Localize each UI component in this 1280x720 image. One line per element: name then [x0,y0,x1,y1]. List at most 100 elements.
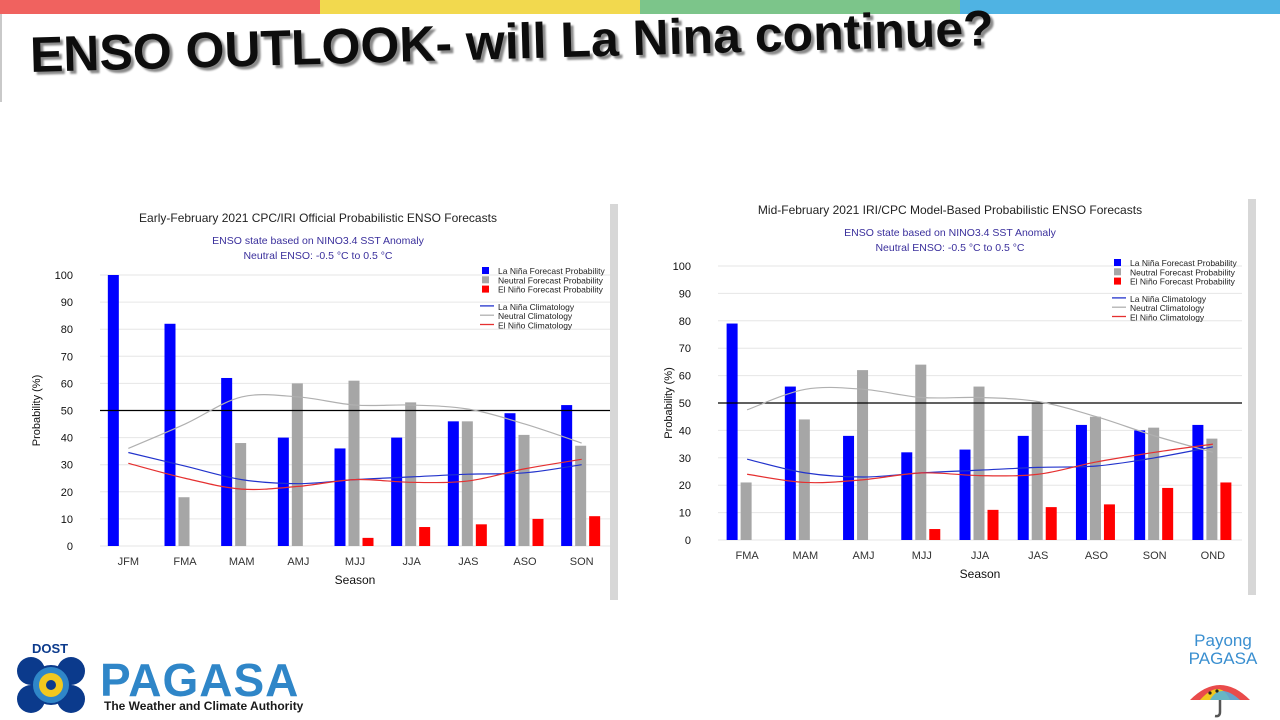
bar [1148,427,1160,540]
bar [1206,438,1218,540]
bar [1162,487,1174,540]
chart-scrollbar-gutter [1248,199,1256,595]
bar [561,405,573,546]
y-tick-label: 20 [61,487,73,499]
chart-title: Mid-February 2021 IRI/CPC Model-Based Pr… [758,203,1142,217]
legend-swatch [482,276,489,284]
bar [1075,424,1087,540]
y-axis-label: Probability (%) [31,375,43,447]
x-tick-label: FMA [173,556,197,568]
bar [973,386,985,540]
top-bar-segment-red [0,0,320,14]
pagasa-emblem-icon [17,657,85,713]
x-axis-label: Season [335,573,376,587]
dost-label: DOST [32,641,69,656]
bar [362,537,374,546]
x-tick-label: MAM [229,556,255,568]
x-tick-label: JJA [402,556,421,568]
bar [843,435,855,540]
pagasa-tagline: The Weather and Climate Authority [104,699,304,713]
legend-swatch [482,267,489,274]
climatology-line [747,443,1213,484]
y-tick-label: 100 [673,261,691,273]
y-tick-label: 20 [679,480,691,492]
x-tick-label: MAM [792,550,818,562]
legend-label: El Niño Forecast Probability [498,285,604,295]
bar [589,516,601,546]
legend-label: El Niño Climatology [498,321,573,331]
bar [740,482,752,540]
bar [1103,504,1115,540]
bar [575,445,587,546]
bar [405,402,417,546]
bar [461,421,473,546]
x-tick-label: SON [1143,550,1167,562]
bar [348,380,360,546]
bar [857,370,869,540]
bar [1134,430,1146,540]
bar [1017,435,1029,540]
legend-swatch [1114,268,1121,276]
chart-subtitle: Neutral ENSO: -0.5 °C to 0.5 °C [875,242,1024,254]
y-tick-label: 90 [61,297,73,309]
chart-subtitle: Neutral ENSO: -0.5 °C to 0.5 °C [243,250,392,262]
legend-label: La Niña Forecast Probability [1130,258,1238,268]
bar [391,437,403,546]
bar [1089,416,1101,540]
legend-swatch [482,285,489,293]
payong-umbrella-icon [1190,685,1250,718]
pagasa-wordmark: PAGASA [100,654,300,706]
y-tick-label: 100 [55,270,73,282]
bar [334,448,346,546]
y-tick-label: 0 [67,541,73,553]
bar [475,524,487,546]
bar [1045,507,1057,540]
enso-chart-early-february: Early-February 2021 CPC/IRI Official Pro… [28,200,618,600]
payong-line-2: PAGASA [1188,649,1258,668]
payong-line-1: Payong [1194,631,1252,650]
legend-label: El Niño Climatology [1130,313,1205,323]
climatology-line [128,394,582,449]
bar [784,386,796,540]
x-tick-label: ASO [1085,550,1109,562]
y-tick-label: 40 [679,425,691,437]
x-tick-label: JAS [458,556,478,568]
x-tick-label: FMA [735,550,759,562]
x-tick-label: ASO [513,556,537,568]
legend-swatch [1114,277,1121,285]
bar [1192,424,1204,540]
x-tick-label: JAS [1028,550,1048,562]
top-bar-segment-yellow [320,0,640,14]
legend-label: La Niña Climatology [1130,294,1207,304]
bar [178,497,190,546]
x-tick-label: JJA [971,550,990,562]
legend-swatch [1114,259,1121,266]
y-tick-label: 60 [679,371,691,383]
bar [235,443,247,546]
bar [901,452,913,540]
y-tick-label: 80 [679,316,691,328]
chart-subtitle: ENSO state based on NINO3.4 SST Anomaly [844,227,1056,239]
chart-subtitle: ENSO state based on NINO3.4 SST Anomaly [212,235,424,247]
bar [518,434,530,546]
bar [164,323,176,546]
x-tick-label: MJJ [912,550,932,562]
x-tick-label: MJJ [345,556,365,568]
y-tick-label: 90 [679,288,691,300]
legend-label: Neutral Climatology [1130,303,1205,313]
chart-title: Early-February 2021 CPC/IRI Official Pro… [139,211,497,225]
bar [1220,482,1232,540]
bar [929,529,941,540]
bar [419,527,431,546]
bar [959,449,971,540]
y-tick-label: 40 [61,433,73,445]
bar [987,509,999,540]
payong-pagasa-logo-text: Payong PAGASA [1168,632,1278,668]
legend-label: La Niña Climatology [498,302,575,312]
bar [277,437,289,546]
y-tick-label: 70 [61,351,73,363]
left-divider [0,14,2,102]
climatology-line [746,386,1214,453]
climatology-line [746,446,1214,478]
y-tick-label: 80 [61,324,73,336]
